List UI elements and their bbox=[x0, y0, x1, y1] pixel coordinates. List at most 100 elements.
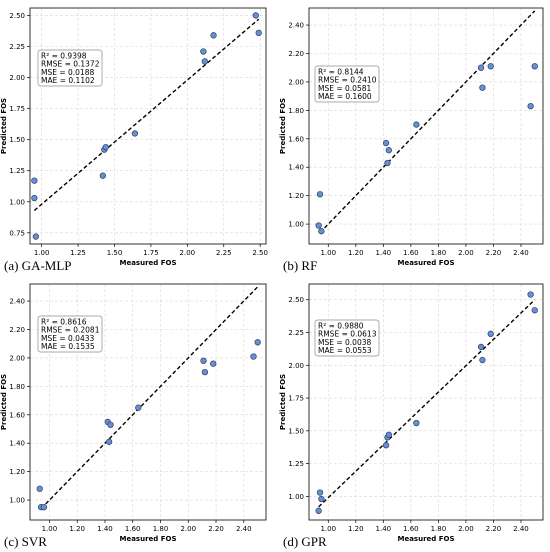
y-tick-label: 1.75 bbox=[9, 105, 25, 113]
data-point bbox=[385, 147, 392, 154]
stats-box bbox=[314, 65, 380, 103]
data-point bbox=[31, 194, 38, 202]
data-point bbox=[527, 291, 534, 298]
x-tick-label: 1.75 bbox=[143, 249, 159, 257]
x-tick-label: 2.20 bbox=[208, 525, 224, 533]
y-tick-label: 2.50 bbox=[9, 12, 25, 20]
y-tick-label: 1.00 bbox=[288, 221, 304, 229]
stats-line: MSE = 0.0188 bbox=[41, 68, 94, 77]
data-point bbox=[107, 421, 114, 428]
fit-line bbox=[319, 10, 536, 234]
x-axis-label: Measured FOS bbox=[119, 259, 176, 267]
y-axis-label: Predicted FOS bbox=[279, 98, 287, 154]
y-tick-label: 1.50 bbox=[9, 136, 25, 144]
fit-line bbox=[318, 299, 536, 508]
y-tick-label: 2.20 bbox=[288, 50, 304, 58]
data-point bbox=[135, 404, 142, 411]
x-tick-label: 2.40 bbox=[236, 525, 252, 533]
y-tick-label: 1.00 bbox=[9, 198, 25, 206]
data-point bbox=[477, 64, 485, 71]
stats-box bbox=[37, 49, 103, 87]
plot-frame bbox=[29, 283, 267, 521]
stats-line: RMSE = 0.1372 bbox=[41, 60, 100, 69]
stats-line: MSE = 0.0433 bbox=[41, 334, 94, 343]
data-point bbox=[479, 356, 486, 364]
data-point bbox=[99, 172, 106, 179]
y-tick-label: 2.40 bbox=[288, 22, 304, 30]
plot-frame bbox=[29, 7, 267, 245]
y-tick-label: 1.60 bbox=[288, 135, 304, 143]
data-point bbox=[254, 339, 261, 346]
data-point bbox=[316, 489, 324, 496]
y-tick-label: 2.50 bbox=[288, 296, 304, 304]
caption-ga-mlp: (a) GA-MLP bbox=[4, 258, 72, 273]
y-axis-label: Predicted FOS bbox=[279, 374, 287, 430]
x-tick-label: 1.20 bbox=[348, 249, 364, 257]
y-tick-label: 1.20 bbox=[288, 192, 304, 200]
data-point bbox=[36, 485, 43, 492]
data-point bbox=[531, 63, 538, 70]
x-tick-label: 1.40 bbox=[376, 249, 392, 257]
data-point bbox=[382, 442, 390, 449]
x-tick-label: 2.00 bbox=[180, 249, 196, 257]
y-tick-label: 2.25 bbox=[288, 329, 304, 337]
stats-box bbox=[314, 319, 380, 357]
x-axis-label: Measured FOS bbox=[397, 535, 454, 543]
x-tick-label: 1.00 bbox=[320, 525, 336, 533]
y-tick-label: 1.40 bbox=[9, 440, 25, 448]
x-tick-label: 1.20 bbox=[348, 525, 364, 533]
data-point bbox=[413, 121, 420, 128]
data-point bbox=[252, 12, 259, 19]
y-tick-label: 2.40 bbox=[9, 298, 25, 306]
y-tick-label: 2.20 bbox=[9, 326, 25, 334]
x-axis-label: Measured FOS bbox=[397, 259, 454, 267]
stats-line: RMSE = 0.2410 bbox=[318, 76, 377, 85]
x-tick-label: 2.20 bbox=[486, 249, 502, 257]
y-tick-label: 1.25 bbox=[288, 460, 304, 468]
data-point bbox=[318, 228, 325, 235]
x-tick-label: 1.60 bbox=[403, 249, 419, 257]
y-tick-label: 1.80 bbox=[288, 107, 304, 115]
y-tick-label: 1.00 bbox=[9, 497, 25, 505]
stats-line: MAE = 0.1102 bbox=[41, 76, 95, 85]
data-point bbox=[315, 507, 322, 514]
data-point bbox=[413, 419, 420, 427]
data-point bbox=[487, 63, 494, 70]
data-point bbox=[201, 368, 209, 376]
data-point bbox=[385, 431, 392, 438]
panel-gpr: (d) GPR 1.00 1.20 1.40 1.60 1.80 2.00 2.20 2.40… bbox=[279, 283, 544, 549]
stats-box bbox=[37, 315, 103, 353]
x-tick-label: 2.00 bbox=[180, 525, 196, 533]
data-point bbox=[210, 360, 217, 367]
data-point bbox=[479, 84, 486, 91]
data-point bbox=[201, 58, 208, 65]
stats-line: RMSE = 0.2081 bbox=[41, 326, 100, 335]
data-point bbox=[105, 438, 113, 445]
y-axis-label: Predicted FOS bbox=[0, 374, 8, 430]
x-tick-label: 1.20 bbox=[69, 525, 85, 533]
y-tick-label: 1.25 bbox=[9, 167, 25, 175]
data-point bbox=[250, 353, 257, 360]
y-tick-label: 1.50 bbox=[288, 427, 304, 435]
data-point bbox=[102, 143, 109, 151]
x-tick-label: 1.00 bbox=[34, 249, 50, 257]
y-tick-label: 2.00 bbox=[9, 354, 25, 362]
x-tick-label: 2.00 bbox=[458, 525, 474, 533]
stats-line: R² = 0.9880 bbox=[318, 322, 364, 331]
x-tick-label: 2.40 bbox=[513, 249, 529, 257]
x-tick-label: 1.80 bbox=[431, 249, 447, 257]
x-tick-label: 2.20 bbox=[486, 525, 502, 533]
data-point bbox=[316, 191, 324, 198]
caption-svr: (c) SVR bbox=[4, 534, 47, 549]
y-tick-label: 1.40 bbox=[288, 164, 304, 172]
y-tick-label: 1.20 bbox=[9, 468, 25, 476]
fit-line bbox=[33, 18, 260, 211]
x-tick-label: 2.00 bbox=[458, 249, 474, 257]
y-tick-label: 1.00 bbox=[288, 493, 304, 501]
panel-ga-mlp: (a) GA-MLP 1.00 1.25 1.50 1.75 2.00 2.25 2.50 0… bbox=[0, 7, 268, 273]
data-point bbox=[40, 504, 48, 511]
data-point bbox=[315, 222, 322, 229]
stats-line: MSE = 0.0581 bbox=[318, 84, 371, 93]
x-tick-label: 1.00 bbox=[42, 525, 58, 533]
